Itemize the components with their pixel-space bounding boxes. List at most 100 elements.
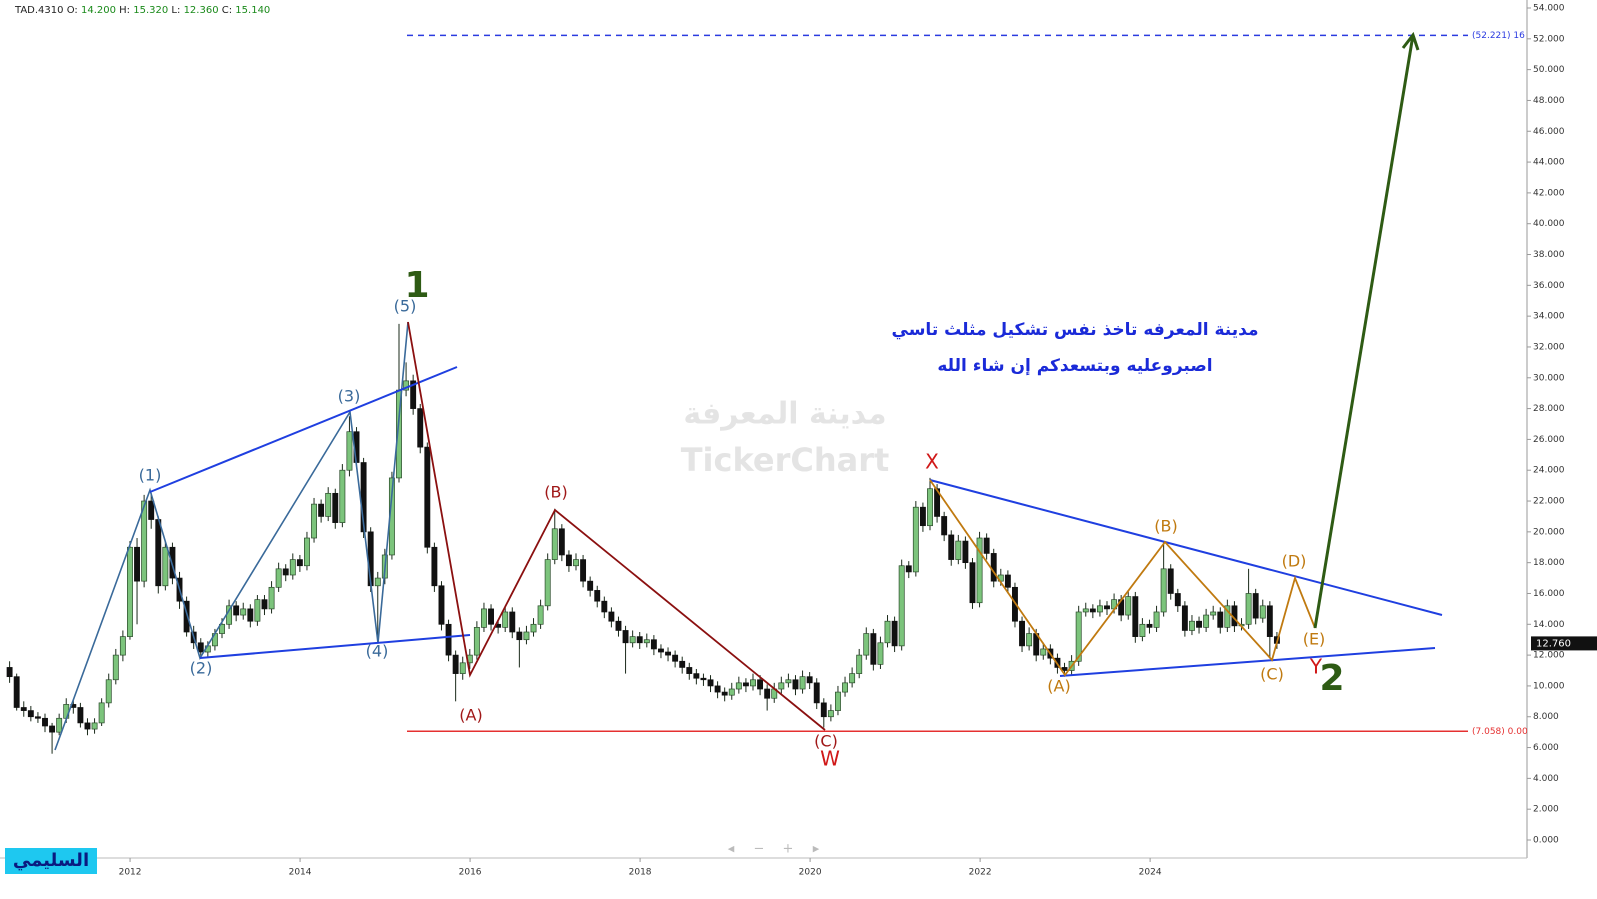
candle-body: [686, 667, 693, 674]
wave-label: (B): [1154, 517, 1177, 536]
y-tick-label: 14.000: [1533, 620, 1565, 630]
y-tick-label: 36.000: [1533, 281, 1565, 291]
wave-label: W: [820, 747, 840, 771]
candle-body: [417, 408, 424, 448]
ohlc-value: 14.200: [81, 5, 116, 16]
nav-zoom-out[interactable]: −: [754, 842, 765, 857]
projection-line: [1313, 34, 1415, 629]
candle-body: [325, 492, 332, 517]
candle-body: [948, 534, 955, 560]
last-price-label: 12.760: [1536, 638, 1571, 649]
candle-body: [34, 716, 41, 719]
candle-body: [955, 540, 962, 560]
y-tick-label: 10.000: [1533, 681, 1565, 691]
candle-body: [622, 630, 629, 644]
wave-label: Y: [1309, 655, 1323, 679]
comment: اصبروعليه وبتسعدكم إن شاء الله: [937, 356, 1212, 376]
nav-left[interactable]: ◂: [728, 842, 735, 857]
candle-body: [835, 691, 841, 711]
candle-body: [1019, 620, 1025, 647]
candle-body: [580, 559, 587, 582]
candle-body: [289, 559, 296, 576]
nav-zoom-in[interactable]: +: [783, 842, 794, 857]
y-tick-label: 22.000: [1533, 497, 1565, 507]
candle-body: [374, 577, 381, 587]
candle-body: [983, 537, 990, 554]
candle-body: [842, 682, 848, 693]
nav-right[interactable]: ▸: [813, 842, 820, 857]
candle-body: [1210, 611, 1217, 616]
candle-body: [827, 710, 834, 718]
candle-body: [530, 623, 537, 633]
candle-body: [77, 707, 84, 724]
candle-body: [339, 469, 346, 523]
candle-body: [735, 682, 742, 690]
wave-label: (C): [1260, 665, 1284, 684]
candle-body: [707, 679, 714, 687]
candle-body: [1196, 620, 1202, 628]
candle-body: [127, 546, 133, 637]
last-price-tag: [1531, 636, 1597, 651]
y-tick-label: 2.000: [1533, 805, 1559, 815]
candle-body: [1252, 593, 1259, 619]
y-tick-label: 28.000: [1533, 404, 1565, 414]
ohlc-value: 12.360: [184, 5, 219, 16]
arrow-head: [1401, 31, 1420, 51]
candle-body: [912, 506, 919, 573]
candle-body: [1082, 608, 1089, 613]
candle-body: [346, 431, 353, 471]
candle-body: [282, 568, 289, 576]
candle-body: [721, 691, 728, 696]
trend-line: [199, 634, 471, 659]
candle-body: [615, 620, 622, 631]
candle-body: [438, 585, 445, 625]
candle-body: [587, 580, 594, 591]
ohlc-key: C:: [222, 5, 232, 16]
candle-body: [1259, 605, 1266, 619]
x-tick-label: 2016: [459, 868, 482, 878]
wave-label: (D): [1282, 552, 1307, 571]
candle-body: [1153, 611, 1160, 628]
candle-body: [1096, 605, 1103, 613]
candle-body: [962, 540, 969, 564]
candle-body: [969, 562, 976, 604]
candle-body: [750, 679, 756, 687]
level-label: (52.221) 16: [1472, 31, 1525, 41]
candle-body: [219, 623, 225, 634]
candle-body: [459, 662, 466, 674]
candle-body: [240, 608, 247, 616]
candle-body: [608, 611, 615, 622]
candle-body: [1040, 648, 1047, 656]
candle-body: [523, 631, 530, 641]
impulse-wave: [54, 321, 409, 751]
y-tick-label: 44.000: [1533, 158, 1565, 168]
candle-body: [1104, 605, 1110, 610]
candle-body: [990, 553, 997, 582]
candle-body: [1266, 605, 1273, 637]
wave-label: (4): [366, 642, 389, 661]
candle-body: [919, 506, 926, 527]
candle-body: [162, 546, 169, 587]
candle-body: [1167, 568, 1174, 594]
candle-body: [42, 717, 48, 727]
navigator[interactable]: ◂ − + ▸: [728, 842, 820, 857]
wave-label: (5): [394, 297, 417, 316]
candle-body: [565, 554, 572, 567]
candle-body: [20, 707, 27, 711]
candle-body: [764, 688, 771, 699]
candle-body: [927, 488, 933, 527]
candle-body: [1139, 623, 1146, 637]
candle-body: [318, 503, 325, 517]
y-tick-label: 20.000: [1533, 527, 1565, 537]
candle-body: [410, 380, 417, 409]
candle-body: [424, 446, 431, 548]
y-tick-label: 4.000: [1533, 774, 1559, 784]
candle-body: [849, 673, 856, 684]
candle-body: [155, 519, 162, 587]
wave-label: (3): [338, 387, 361, 406]
candle-body: [672, 654, 679, 662]
x-tick-label: 2020: [799, 868, 822, 878]
candle-body: [1004, 574, 1011, 588]
y-tick-label: 30.000: [1533, 373, 1565, 383]
